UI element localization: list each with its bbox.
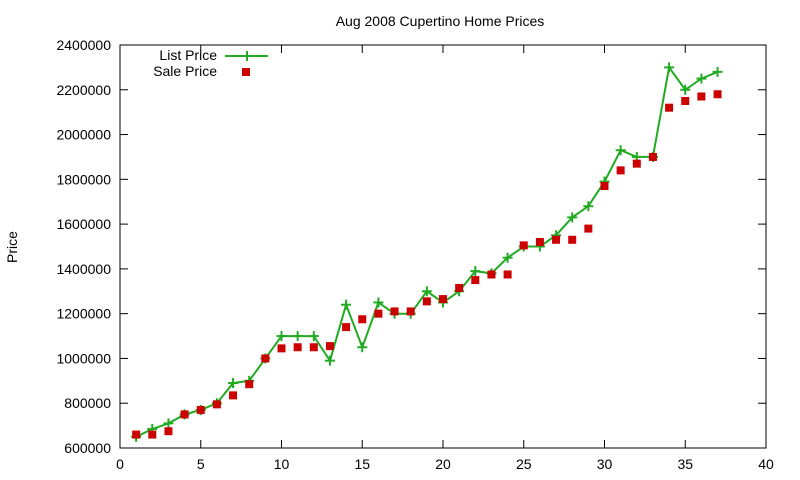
y-tick-label: 2200000 — [56, 82, 111, 98]
sale-price-point — [309, 343, 318, 352]
legend-label-sale-price: Sale Price — [153, 63, 217, 79]
list-price-point — [470, 266, 481, 277]
x-tick-label: 0 — [116, 456, 124, 472]
y-axis-label: Price — [4, 231, 20, 263]
plot-frame — [119, 44, 767, 449]
y-tick-label: 1400000 — [56, 261, 111, 277]
sale-price-point — [390, 307, 399, 316]
sale-price-point — [600, 182, 609, 191]
x-tick-label: 20 — [435, 456, 451, 472]
y-tick-label: 800000 — [64, 395, 111, 411]
sale-price-point — [632, 159, 641, 168]
legend-marker-sale-price — [242, 68, 250, 76]
sale-price-point — [713, 90, 722, 99]
list-price-point — [324, 355, 335, 366]
x-tick-label: 30 — [597, 456, 613, 472]
list-price-point — [583, 201, 594, 212]
sale-price-point — [697, 92, 706, 101]
list-price-line — [135, 64, 718, 438]
legend-label-list-price: List Price — [159, 47, 217, 63]
sale-price-point — [229, 391, 238, 400]
series-layer — [131, 62, 723, 442]
sale-price-point — [132, 430, 141, 439]
sale-price-point — [455, 283, 464, 292]
list-price-point — [680, 84, 691, 95]
sale-price-point — [503, 270, 512, 279]
x-tick-label: 5 — [197, 456, 205, 472]
legend: List Price Sale Price — [153, 47, 268, 79]
list-price-point — [341, 299, 352, 310]
axis-ticks: 0 5 10 15 20 25 30 35 40 600000 800000 1000000 12000… — [56, 37, 774, 472]
sale-price-point — [196, 405, 205, 414]
sale-price-point — [164, 427, 173, 436]
list-price-point — [228, 378, 239, 389]
sale-price-point — [665, 103, 674, 112]
y-tick-label: 2000000 — [56, 127, 111, 143]
sale-price-point — [261, 354, 270, 363]
list-price-point — [712, 66, 723, 77]
list-price-point — [502, 252, 513, 263]
x-tick-label: 40 — [758, 456, 774, 472]
y-tick-label: 1600000 — [56, 216, 111, 232]
list-price-point — [292, 331, 303, 342]
sale-price-point — [245, 380, 254, 389]
y-tick-label: 1200000 — [56, 306, 111, 322]
sale-price-point — [342, 323, 351, 332]
list-price-point — [163, 418, 174, 429]
chart-title: Aug 2008 Cupertino Home Prices — [336, 13, 545, 29]
sale-price-point — [212, 400, 221, 409]
sale-price-point — [148, 430, 157, 439]
sale-price-point — [325, 342, 334, 351]
y-tick-label: 600000 — [64, 440, 111, 456]
list-price-point — [308, 331, 319, 342]
x-tick-label: 25 — [516, 456, 532, 472]
sale-price-point — [487, 270, 496, 279]
y-tick-label: 2400000 — [56, 37, 111, 53]
x-tick-label: 15 — [354, 456, 370, 472]
list-price-point — [696, 73, 707, 84]
sale-price-point — [374, 309, 383, 318]
sale-price-point — [616, 166, 625, 175]
list-price-point — [373, 297, 384, 308]
legend-marker-list-price — [242, 51, 252, 61]
sale-price-point — [648, 152, 657, 161]
sale-price-point — [584, 224, 593, 233]
list-price-point — [357, 342, 368, 353]
sale-price-point — [681, 96, 690, 105]
sale-price-point — [552, 235, 561, 244]
sale-price-point — [180, 410, 189, 419]
sale-price-point — [358, 315, 367, 324]
y-tick-label: 1800000 — [56, 171, 111, 187]
x-tick-label: 10 — [274, 456, 290, 472]
x-tick-label: 35 — [677, 456, 693, 472]
sale-price-point — [277, 344, 286, 353]
sale-price-point — [535, 238, 544, 247]
sale-price-point — [406, 307, 415, 316]
list-price-point — [615, 145, 626, 156]
sale-price-point — [422, 297, 431, 306]
sale-price-point — [293, 343, 302, 352]
list-price-point — [276, 331, 287, 342]
sale-price-point — [519, 241, 528, 250]
y-tick-label: 1000000 — [56, 350, 111, 366]
sale-price-point — [471, 276, 480, 285]
list-price-point — [664, 62, 675, 73]
list-price-point — [567, 212, 578, 223]
list-price-point — [421, 286, 432, 297]
sale-price-point — [439, 295, 447, 304]
sale-price-point — [568, 235, 577, 244]
